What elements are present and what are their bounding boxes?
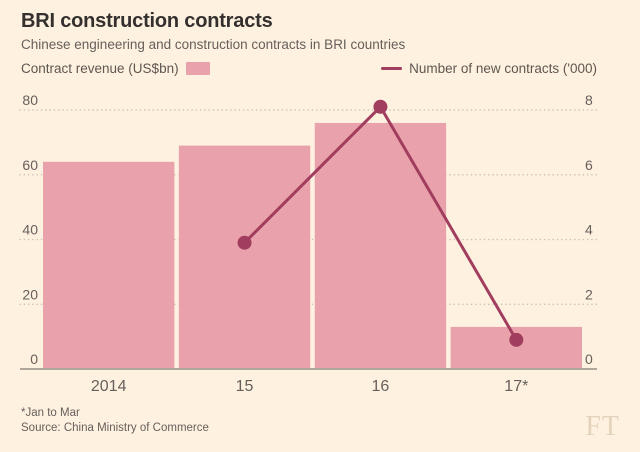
x-axis-label-16: 16 <box>372 378 390 395</box>
x-axis-label-17*: 17* <box>504 378 528 395</box>
bar-17* <box>450 326 582 369</box>
right-axis-tick-2: 2 <box>585 286 593 302</box>
chart-subtitle: Chinese engineering and construction con… <box>21 37 406 52</box>
contracts-point-17* <box>509 332 524 347</box>
x-axis-label-2014: 2014 <box>91 378 127 395</box>
revenue-swatch-icon <box>185 62 210 75</box>
left-axis-tick-20: 20 <box>22 286 38 302</box>
contracts-point-16 <box>373 99 388 114</box>
left-axis-tick-0: 0 <box>30 351 38 367</box>
ft-logo: FT <box>585 411 620 442</box>
chart-title: BRI construction contracts <box>21 10 273 32</box>
chart-legend: Contract revenue (US$bn) Number of new c… <box>21 61 597 76</box>
right-axis-tick-0: 0 <box>585 351 593 367</box>
x-axis-label-15: 15 <box>236 378 254 395</box>
contracts-line-swatch-icon <box>381 66 403 71</box>
bar-15 <box>178 145 311 369</box>
right-axis-tick-8: 8 <box>585 92 593 108</box>
contracts-line <box>243 104 518 341</box>
legend-label-revenue: Contract revenue (US$bn) <box>21 61 179 76</box>
left-axis-tick-60: 60 <box>22 157 38 173</box>
right-axis-tick-4: 4 <box>585 222 593 238</box>
legend-item-contracts: Number of new contracts ('000) <box>381 61 597 76</box>
right-axis-tick-6: 6 <box>585 157 593 173</box>
chart-footnote: *Jan to Mar <box>21 407 80 419</box>
left-axis-tick-40: 40 <box>22 222 38 238</box>
legend-label-contracts: Number of new contracts ('000) <box>409 61 597 76</box>
chart-source: Source: China Ministry of Commerce <box>21 422 209 434</box>
contracts-point-15 <box>237 235 252 250</box>
bar-16 <box>314 122 447 369</box>
bar-2014 <box>43 161 175 369</box>
left-axis-tick-80: 80 <box>22 92 38 108</box>
legend-item-revenue: Contract revenue (US$bn) <box>21 61 210 76</box>
